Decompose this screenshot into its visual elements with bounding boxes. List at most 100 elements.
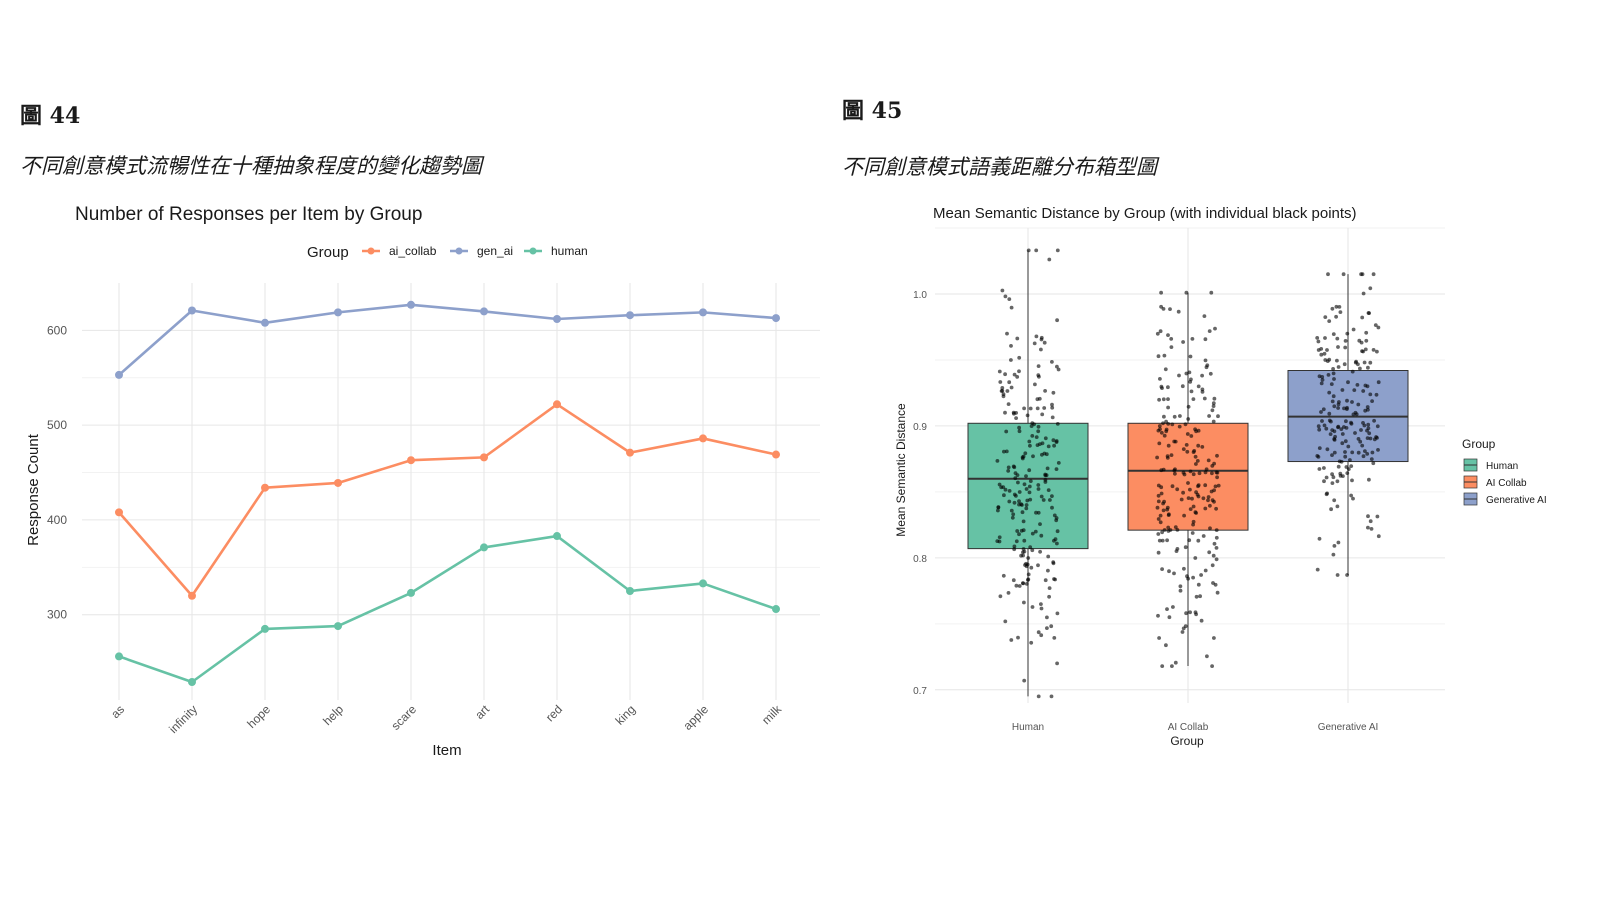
point	[1331, 332, 1336, 336]
point	[1024, 503, 1029, 507]
point	[1169, 453, 1174, 457]
point	[1027, 490, 1032, 495]
point	[1322, 351, 1327, 356]
point	[1376, 380, 1381, 385]
point	[996, 505, 1001, 510]
point	[1188, 354, 1193, 359]
y-tick-label: 300	[47, 608, 67, 622]
point	[1014, 539, 1019, 544]
point	[1030, 605, 1035, 609]
point	[1013, 476, 1018, 481]
point	[1170, 484, 1175, 489]
point	[1326, 373, 1331, 377]
point	[1208, 371, 1213, 376]
point	[1160, 530, 1164, 535]
point	[1335, 358, 1339, 363]
point	[1025, 498, 1030, 503]
point	[1043, 478, 1048, 482]
point	[1327, 390, 1332, 395]
point	[1026, 556, 1031, 560]
point	[1054, 440, 1059, 444]
point	[1007, 499, 1012, 504]
point	[1356, 437, 1361, 441]
point	[1366, 422, 1371, 427]
point	[1215, 470, 1220, 475]
point	[1022, 678, 1027, 683]
point	[1177, 424, 1182, 429]
point	[995, 459, 1000, 463]
point	[1037, 374, 1041, 379]
point	[1042, 406, 1047, 410]
point	[1021, 547, 1026, 551]
point	[1033, 382, 1037, 387]
legend-key-dot-ai_collab	[367, 247, 375, 255]
point	[1214, 546, 1219, 550]
point	[1193, 556, 1198, 560]
point	[1022, 406, 1026, 411]
point	[1021, 519, 1026, 524]
point	[1212, 636, 1216, 640]
point	[1156, 517, 1161, 521]
point	[1175, 547, 1180, 551]
point	[1000, 288, 1005, 293]
point	[1039, 602, 1043, 606]
point	[1376, 325, 1381, 330]
figure-44-panel: 圖 44 不同創意模式流暢性在十種抽象程度的變化趨勢圖 Number of Re…	[20, 103, 820, 759]
point	[1332, 450, 1337, 455]
point	[1336, 464, 1341, 469]
point	[1196, 443, 1201, 448]
point	[1332, 429, 1337, 434]
point	[1353, 431, 1357, 435]
point	[1335, 479, 1340, 484]
point	[1322, 423, 1327, 428]
point	[1031, 454, 1035, 459]
point	[1049, 624, 1054, 629]
point	[1323, 315, 1328, 319]
point-human-king	[626, 587, 634, 596]
point	[1009, 508, 1014, 513]
y-axis-label: Mean Semantic Distance	[894, 403, 908, 537]
point	[1035, 397, 1040, 402]
point	[1158, 377, 1162, 381]
point	[1322, 479, 1326, 484]
point	[1017, 499, 1021, 504]
point	[1001, 573, 1006, 578]
point	[1156, 550, 1161, 555]
point	[1164, 643, 1168, 648]
point	[1365, 405, 1370, 409]
point	[1360, 349, 1364, 353]
point	[1369, 457, 1374, 461]
point	[1317, 446, 1322, 450]
point	[1017, 490, 1022, 494]
point	[1191, 575, 1195, 580]
point	[1349, 493, 1353, 498]
point	[1175, 528, 1180, 532]
point	[1034, 435, 1039, 439]
point	[1015, 375, 1020, 379]
point	[1055, 422, 1060, 426]
point	[1211, 404, 1216, 408]
point	[1020, 455, 1025, 460]
point	[1012, 500, 1017, 505]
point	[1361, 291, 1366, 296]
point	[1331, 367, 1335, 371]
point	[998, 380, 1003, 384]
point	[1363, 347, 1368, 352]
point	[1215, 453, 1219, 458]
y-tick-label: 0.9	[913, 422, 927, 433]
point	[1183, 422, 1188, 427]
box-group-Human	[967, 248, 1089, 699]
point	[1046, 568, 1050, 573]
point	[999, 389, 1004, 393]
point	[1187, 538, 1192, 543]
point	[1047, 257, 1052, 262]
point	[1172, 414, 1177, 419]
point	[1157, 441, 1162, 446]
point	[1350, 400, 1354, 404]
box-AI Collab	[1127, 422, 1249, 531]
point	[998, 594, 1003, 599]
point	[1036, 483, 1041, 487]
point	[1340, 441, 1345, 446]
point	[1159, 384, 1164, 389]
series-line-gen_ai	[118, 303, 777, 376]
